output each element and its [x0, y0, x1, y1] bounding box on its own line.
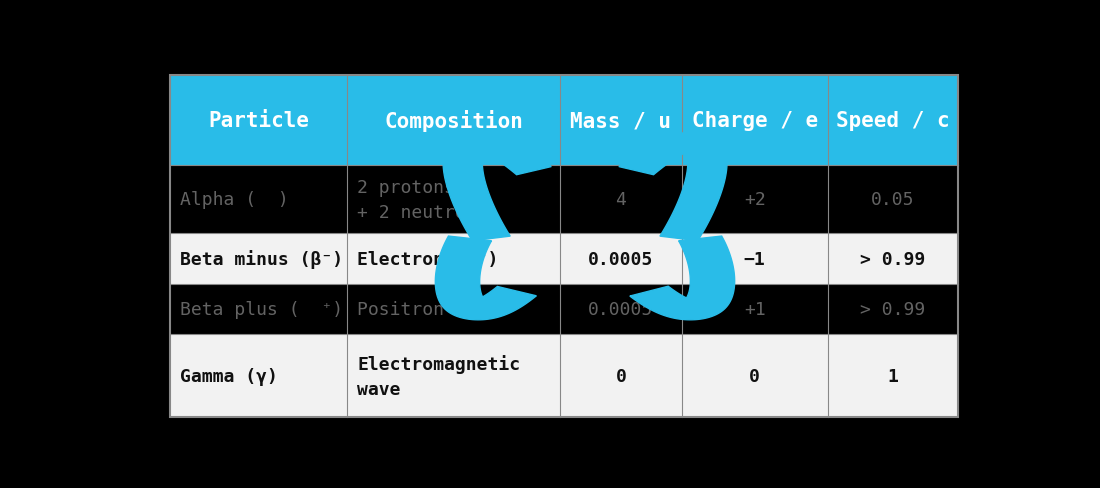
Bar — [169, 76, 348, 166]
Text: Composition: Composition — [384, 110, 522, 132]
Text: Electron (e⁻): Electron (e⁻) — [358, 250, 498, 268]
Bar — [348, 76, 560, 166]
Bar — [169, 166, 348, 234]
Text: 2 protons
+ 2 neutrons: 2 protons + 2 neutrons — [358, 179, 488, 222]
Text: 1: 1 — [888, 367, 898, 385]
Polygon shape — [436, 237, 537, 320]
Bar — [169, 234, 348, 284]
Bar — [348, 234, 560, 284]
Bar — [827, 334, 958, 417]
Polygon shape — [443, 133, 551, 241]
Text: Alpha (  ): Alpha ( ) — [180, 191, 289, 209]
Text: Particle: Particle — [208, 111, 309, 131]
Bar — [827, 166, 958, 234]
Text: 0.0005: 0.0005 — [588, 250, 653, 268]
Bar — [827, 76, 958, 166]
Bar — [560, 284, 682, 334]
Text: > 0.99: > 0.99 — [860, 300, 925, 318]
Polygon shape — [630, 237, 735, 320]
Bar — [682, 76, 827, 166]
Bar — [560, 234, 682, 284]
Text: 0: 0 — [615, 367, 626, 385]
Bar — [348, 166, 560, 234]
Text: 0.0005: 0.0005 — [588, 300, 653, 318]
Bar — [560, 334, 682, 417]
Text: > 0.99: > 0.99 — [860, 250, 925, 268]
Text: Charge / e: Charge / e — [692, 111, 818, 131]
Text: +1: +1 — [744, 300, 766, 318]
Text: Speed / c: Speed / c — [836, 111, 949, 131]
Text: Positron (e⁺): Positron (e⁺) — [358, 300, 498, 318]
Polygon shape — [619, 133, 727, 241]
Text: Beta plus (  ⁺): Beta plus ( ⁺) — [180, 300, 343, 318]
Bar — [169, 334, 348, 417]
Text: Electromagnetic
wave: Electromagnetic wave — [358, 354, 520, 398]
Bar — [682, 334, 827, 417]
Bar — [827, 234, 958, 284]
Text: −1: −1 — [744, 250, 766, 268]
Text: Beta minus (β⁻): Beta minus (β⁻) — [180, 249, 343, 268]
Bar — [827, 284, 958, 334]
Text: 0: 0 — [749, 367, 760, 385]
Text: Mass / u: Mass / u — [571, 111, 671, 131]
Text: Gamma (γ): Gamma (γ) — [180, 367, 278, 385]
Text: 4: 4 — [615, 191, 626, 209]
Text: +2: +2 — [744, 191, 766, 209]
Bar — [560, 166, 682, 234]
Bar — [682, 234, 827, 284]
Bar — [682, 284, 827, 334]
Text: 0.05: 0.05 — [871, 191, 914, 209]
Bar — [560, 76, 682, 166]
Bar — [348, 334, 560, 417]
Bar — [682, 166, 827, 234]
Bar — [348, 284, 560, 334]
Bar — [169, 284, 348, 334]
